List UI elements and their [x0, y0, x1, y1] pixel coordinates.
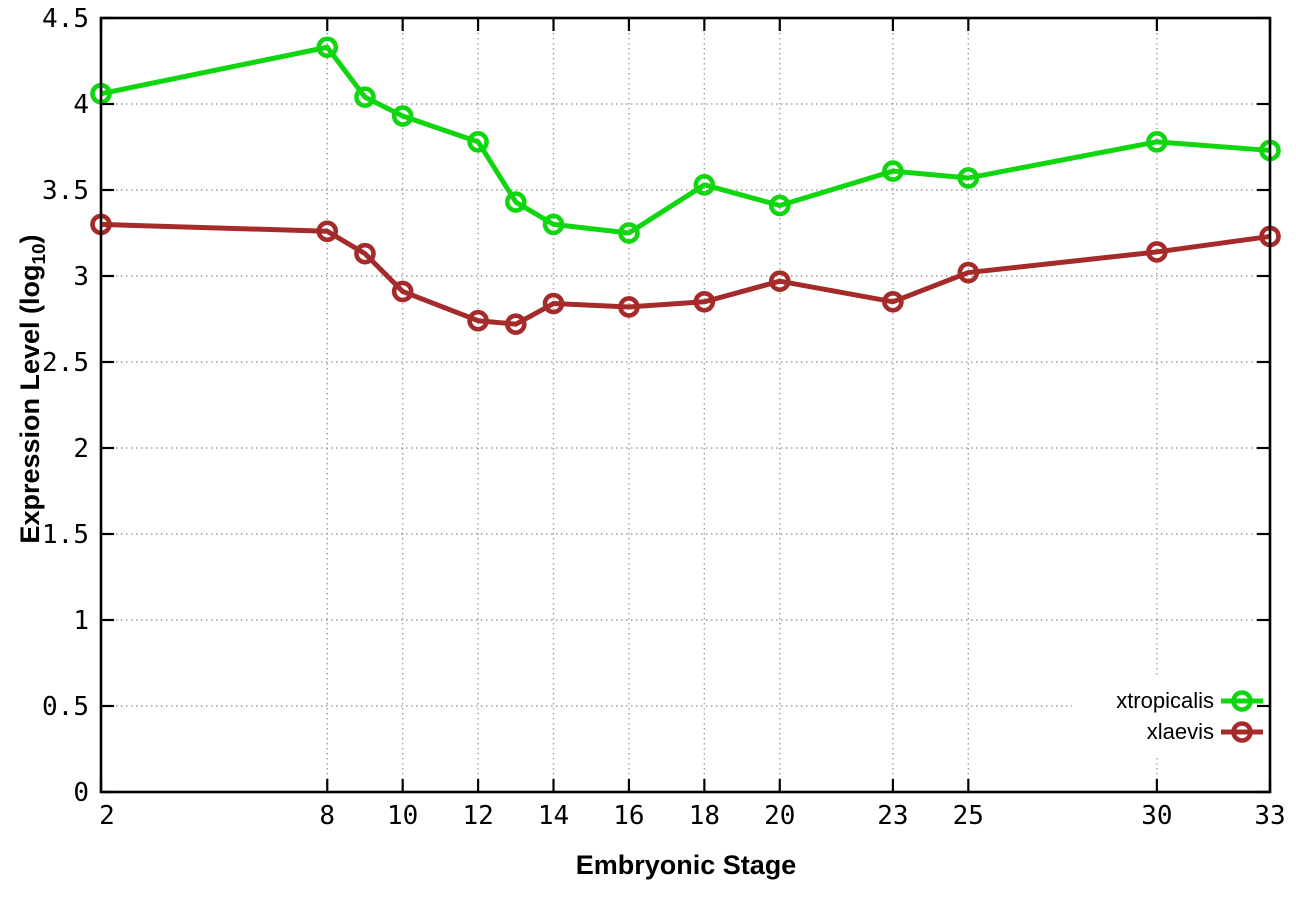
legend-sample-marker-xtropicalis — [1231, 690, 1253, 712]
legend-label-xlaevis: xlaevis — [1146, 719, 1214, 744]
data-point-xtropicalis — [1146, 131, 1168, 153]
data-point-xtropicalis — [618, 222, 640, 244]
y-tick-label: 4.5 — [42, 4, 89, 34]
series-line-xtropicalis — [100, 44, 1271, 236]
y-tick-label: 2 — [73, 434, 89, 464]
data-point-xtropicalis — [391, 105, 414, 127]
data-point-xlaevis — [505, 313, 527, 335]
x-tick-label: 25 — [953, 801, 984, 831]
x-tick-label: 20 — [764, 801, 795, 831]
data-point-xlaevis — [768, 270, 791, 292]
y-axis-label-main: Expression Level (log — [15, 264, 45, 544]
data-point-xlaevis — [882, 290, 904, 313]
y-tick-label: 0.5 — [42, 692, 89, 722]
y-tick-label: 3 — [73, 262, 89, 292]
data-point-xtropicalis — [542, 213, 565, 236]
data-point-xlaevis — [316, 220, 339, 243]
data-point-xtropicalis — [957, 167, 980, 189]
x-axis-label: Embryonic Stage — [575, 850, 797, 880]
x-tick-label: 16 — [613, 801, 644, 831]
data-point-xtropicalis — [882, 160, 904, 182]
x-tick-label: 2 — [99, 801, 115, 831]
y-axis-label-close: ) — [15, 234, 45, 244]
data-point-xlaevis — [693, 290, 716, 313]
y-tick-label: 4 — [73, 90, 89, 120]
data-point-xtropicalis — [505, 191, 527, 213]
data-point-xlaevis — [354, 242, 376, 265]
data-point-xtropicalis — [768, 194, 791, 217]
y-tick-label: 1.5 — [42, 520, 89, 550]
legend-sample-marker-xlaevis — [1231, 721, 1253, 743]
plot-border — [99, 16, 1272, 794]
data-point-xlaevis — [1146, 241, 1168, 263]
data-point-xtropicalis — [467, 131, 489, 153]
x-tick-label: 33 — [1254, 801, 1285, 831]
x-tick-label: 12 — [462, 801, 493, 831]
data-point-xtropicalis — [354, 86, 376, 108]
series-line-xlaevis — [100, 221, 1271, 327]
legend-label-xtropicalis: xtropicalis — [1116, 688, 1214, 713]
y-tick-label: 0 — [73, 778, 89, 808]
x-tick-label: 8 — [319, 801, 335, 831]
y-tick-label: 1 — [73, 606, 89, 636]
data-point-xtropicalis — [693, 174, 716, 196]
x-tick-label: 30 — [1141, 801, 1172, 831]
x-tick-label: 23 — [877, 801, 908, 831]
data-point-xlaevis — [391, 280, 414, 303]
x-tick-label: 14 — [538, 801, 569, 831]
y-axis-label-subscript: 10 — [29, 243, 50, 265]
data-point-xlaevis — [957, 261, 980, 284]
y-tick-label: 2.5 — [42, 348, 89, 378]
y-tick-label: 3.5 — [42, 176, 89, 206]
data-point-xlaevis — [467, 309, 489, 332]
data-point-xlaevis — [542, 292, 565, 315]
x-tick-label: 10 — [387, 801, 418, 831]
x-tick-label: 18 — [689, 801, 720, 831]
data-point-xtropicalis — [316, 36, 339, 59]
data-point-xlaevis — [618, 296, 640, 318]
y-axis-label: Expression Level (log10) — [15, 139, 50, 639]
legend-background — [1072, 675, 1268, 755]
